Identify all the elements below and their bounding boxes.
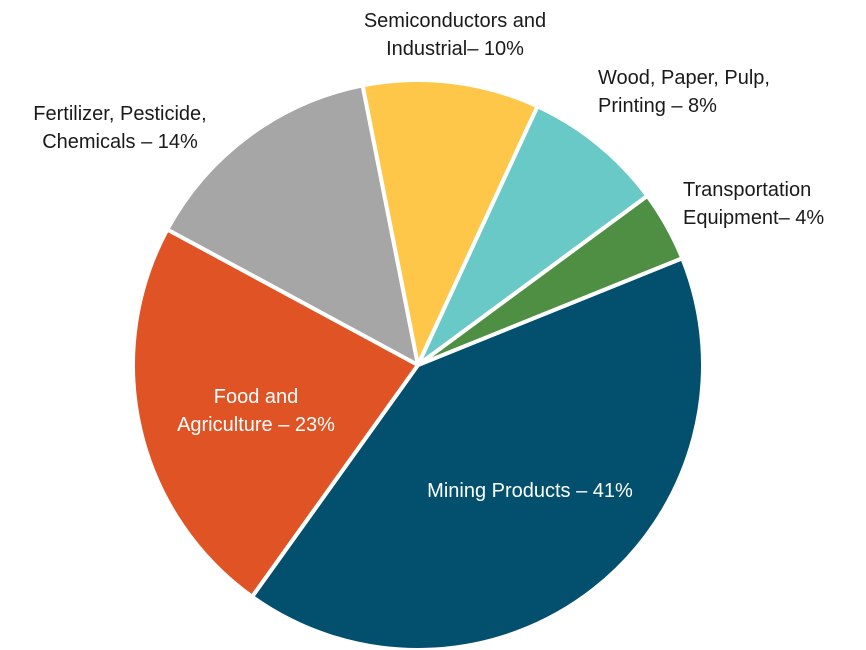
pie-slice-label-2: Food and Agriculture – 23% bbox=[177, 386, 335, 436]
pie-slice-label-5: Wood, Paper, Pulp, Printing – 8% bbox=[598, 67, 770, 117]
pie-slice-label-3: Fertilizer, Pesticide, Chemicals – 14% bbox=[33, 103, 206, 153]
pie-slice-label-line: Industrial– 10% bbox=[386, 38, 524, 60]
pie-slice-label-6: Transportation Equipment– 4% bbox=[683, 179, 824, 229]
pie-slice-4 bbox=[360, 78, 540, 367]
pie-slice-5 bbox=[416, 104, 650, 367]
pie-slice-label-line: Agriculture – 23% bbox=[177, 414, 335, 436]
pie-slice-label-line: Food and bbox=[214, 386, 299, 408]
pie-slice-label-4: Semiconductors and Industrial– 10% bbox=[364, 10, 546, 60]
pie-slice-1 bbox=[250, 256, 705, 650]
pie-slice-label-line: Wood, Paper, Pulp, bbox=[598, 67, 770, 89]
pie-slice-label-line: Transportation bbox=[683, 179, 811, 201]
pie-slice-3 bbox=[165, 83, 420, 367]
pie-slice-label-line: Chemicals – 14% bbox=[42, 131, 198, 153]
pie-labels: Mining Products – 41% Food and Agriculture… bbox=[33, 10, 824, 502]
pie-slice-label-line: Semiconductors and bbox=[364, 10, 546, 32]
pie-slice-2 bbox=[131, 227, 420, 599]
pie-slice-label-1: Mining Products – 41% bbox=[427, 480, 633, 502]
pie-slice-label-line: Equipment– 4% bbox=[683, 207, 824, 229]
pie-slice-6 bbox=[416, 193, 685, 367]
pie-slices bbox=[131, 78, 705, 650]
pie-slice-label-line: Fertilizer, Pesticide, bbox=[33, 103, 206, 125]
pie-slice-label-line: Printing – 8% bbox=[598, 95, 717, 117]
pie-slice-label-line: Mining Products – 41% bbox=[427, 480, 633, 502]
